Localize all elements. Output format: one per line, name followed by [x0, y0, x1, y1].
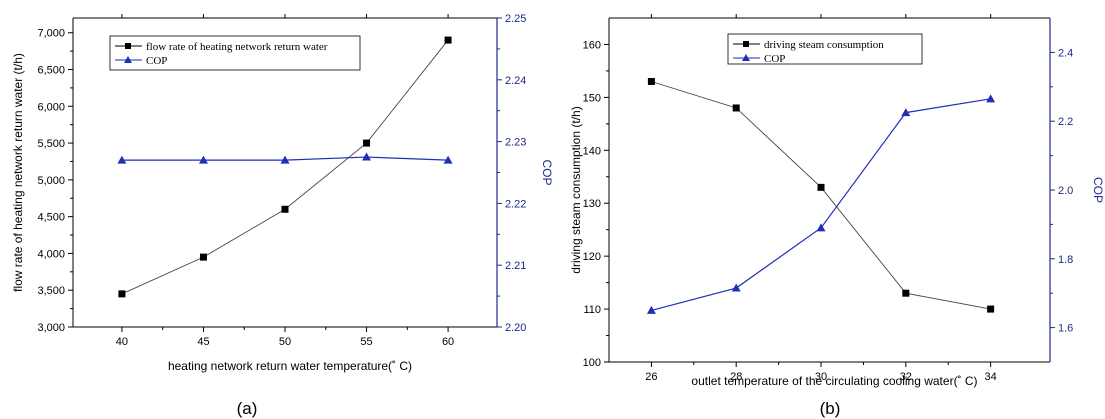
data-point-square	[444, 36, 452, 44]
y-tick-label: 140	[583, 145, 601, 157]
x-axis-title: outlet temperature of the circulating co…	[691, 374, 977, 388]
chart-panel-a: 40 45 50 55 60 3,000 3,500 4,000 4,500 5,000 5,500…	[11, 13, 554, 418]
y2-tick-label: 2.4	[1058, 47, 1073, 59]
data-point-square	[647, 78, 655, 86]
y-tick-label: 150	[583, 92, 601, 104]
panel-caption: (b)	[820, 399, 841, 418]
y-tick-label: 110	[583, 304, 601, 316]
legend-label: driving steam consumption	[764, 39, 884, 51]
series-line-left	[651, 81, 991, 310]
x-tick-label: 50	[279, 336, 291, 348]
x-tick-label: 28	[730, 371, 742, 383]
data-point-triangle	[816, 223, 826, 232]
chart-panel-b: 26 28 30 32 34 100 110 120 130 140 150 160 1.6 1.8 2.0…	[569, 14, 1105, 418]
data-point-triangle	[362, 152, 372, 161]
y-axis-title: flow rate of heating network return wate…	[11, 53, 25, 292]
legend-label: COP	[146, 55, 167, 67]
x-tick-label: 32	[900, 371, 912, 383]
x-tick-label: 40	[116, 336, 128, 348]
y-tick-label: 120	[583, 251, 601, 263]
y-tick-label: 160	[583, 39, 601, 51]
legend-label: flow rate of heating network return wate…	[146, 41, 328, 53]
legend-box	[727, 33, 923, 65]
y2-tick-label: 2.20	[505, 322, 526, 334]
data-point-triangle	[646, 305, 656, 314]
y2-tick-label: 2.21	[505, 260, 526, 272]
y-tick-label: 130	[583, 198, 601, 210]
y-tick-label: 4,500	[37, 212, 65, 224]
legend-marker-square	[125, 43, 131, 49]
y2-tick-label: 2.24	[505, 75, 526, 87]
data-point-triangle	[117, 155, 127, 164]
y-tick-label: 3,000	[37, 322, 65, 334]
legend-marker-triangle	[124, 56, 132, 63]
y-tick-label: 3,500	[37, 285, 65, 297]
y2-tick-label: 2.22	[505, 198, 526, 210]
panel-caption: (a)	[237, 399, 258, 418]
data-point-square	[987, 305, 995, 313]
x-tick-label: 60	[442, 336, 454, 348]
y2-tick-label: 2.25	[505, 13, 526, 25]
data-point-triangle	[198, 155, 208, 164]
y2-tick-label: 2.0	[1058, 185, 1073, 197]
data-point-square	[118, 290, 126, 298]
x-tick-label: 30	[815, 371, 827, 383]
y2-tick-label: 2.23	[505, 137, 526, 149]
data-point-triangle	[986, 94, 996, 103]
legend-label: COP	[764, 53, 785, 65]
y2-axis-title: COP	[540, 159, 554, 185]
data-point-square	[199, 253, 207, 261]
y2-tick-label: 1.8	[1058, 254, 1073, 266]
legend-marker-square	[743, 41, 749, 47]
y-tick-label: 5,500	[37, 138, 65, 150]
y-tick-label: 6,500	[37, 65, 65, 77]
series-line-right	[651, 98, 991, 311]
data-point-square	[363, 139, 371, 147]
data-point-square	[732, 104, 740, 112]
data-point-triangle	[443, 155, 453, 164]
legend-box	[109, 35, 361, 71]
y2-axis-title: COP	[1091, 177, 1105, 203]
x-tick-label: 34	[985, 371, 997, 383]
data-point-square	[902, 289, 910, 297]
data-point-square	[817, 183, 825, 191]
y-tick-label: 6,000	[37, 101, 65, 113]
y2-tick-label: 1.6	[1058, 323, 1073, 335]
x-tick-label: 26	[645, 371, 657, 383]
series-line-left	[121, 39, 449, 295]
y-tick-label: 7,000	[37, 28, 65, 40]
data-point-triangle	[280, 155, 290, 164]
data-point-triangle	[901, 108, 911, 117]
x-tick-label: 55	[360, 336, 372, 348]
y-tick-label: 100	[583, 357, 601, 369]
x-tick-label: 45	[197, 336, 209, 348]
data-point-square	[281, 205, 289, 213]
y-tick-label: 5,000	[37, 175, 65, 187]
legend-marker-triangle	[742, 54, 750, 61]
y-tick-label: 4,000	[37, 248, 65, 260]
y2-tick-label: 2.2	[1058, 116, 1073, 128]
y-axis-title: driving steam consumption (t/h)	[569, 106, 583, 273]
x-axis-title: heating network return water temperature…	[168, 359, 412, 373]
data-point-triangle	[731, 283, 741, 292]
